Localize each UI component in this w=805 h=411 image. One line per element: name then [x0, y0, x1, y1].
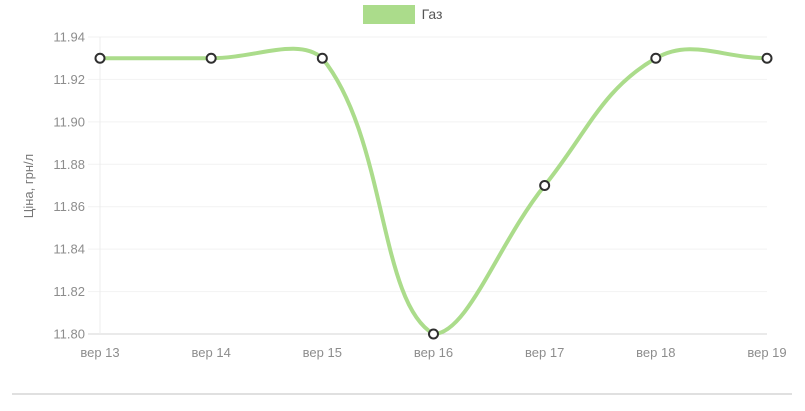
bottom-divider	[12, 393, 792, 395]
y-tick-label: 11.82	[53, 284, 85, 299]
data-point-вер-17[interactable]	[539, 180, 551, 191]
data-point-вер-18[interactable]	[650, 52, 662, 64]
x-tick-label: вер 18	[636, 345, 675, 360]
x-tick-label: вер 16	[414, 345, 453, 360]
y-tick-label: 11.86	[53, 199, 85, 214]
legend-swatch	[362, 5, 415, 24]
data-point-вер-19[interactable]	[761, 52, 773, 64]
data-point-вер-15[interactable]	[316, 52, 328, 64]
chart-canvas: 11.80 11.82 11.84 11.86 11.88 11.90 11.92 11.94…	[21, 30, 787, 361]
data-point-вер-16[interactable]	[428, 328, 439, 340]
y-tick-label: 11.84	[53, 242, 85, 257]
x-tick-label: вер 13	[80, 345, 119, 360]
y-tick-label: 11.88	[53, 157, 85, 172]
data-point-вер-13[interactable]	[94, 52, 106, 64]
x-tick-label: вер 15	[303, 345, 342, 360]
y-tick-label: 11.90	[53, 114, 85, 129]
x-tick-label: вер 17	[525, 345, 564, 360]
price-line-chart: 11.80 11.82 11.84 11.86 11.88 11.90 11.92 11.94…	[21, 30, 787, 361]
legend-label: Газ	[421, 6, 443, 22]
y-axis-title: Ціна, грн/л	[21, 154, 36, 219]
chart-legend: Газ	[0, 5, 805, 24]
x-tick-label: вер 14	[192, 345, 231, 360]
data-point-вер-14[interactable]	[205, 52, 217, 64]
legend-item-gas[interactable]: Газ	[362, 5, 443, 24]
y-tick-label: 11.80	[53, 327, 85, 342]
y-tick-label: 11.94	[53, 30, 85, 45]
y-tick-label: 11.92	[53, 72, 85, 87]
x-tick-label: вер 19	[747, 345, 786, 360]
